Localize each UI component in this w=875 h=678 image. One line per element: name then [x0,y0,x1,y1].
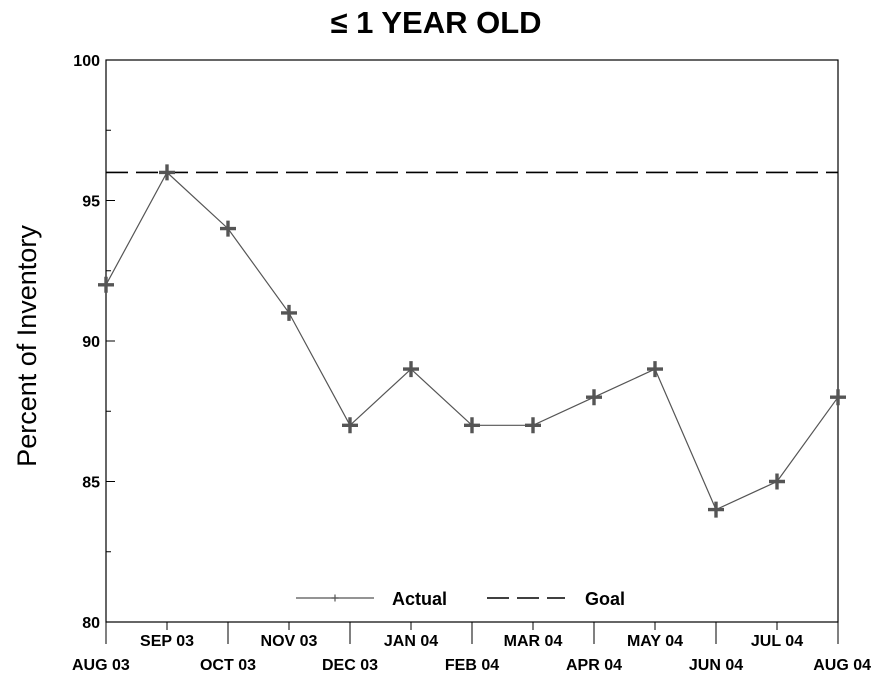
y-tick-label: 85 [82,475,100,492]
actual-data-point [647,361,663,378]
x-tick-label: JAN 04 [384,633,438,650]
actual-data-point [281,304,297,321]
actual-data-point [830,389,846,406]
actual-data-point [464,417,480,434]
y-tick-label: 90 [82,334,100,351]
x-tick-label: JUL 04 [751,633,803,650]
actual-data-point [525,417,541,434]
x-tick-label: AUG 04 [813,657,871,674]
x-tick-label: NOV 03 [261,633,318,650]
y-tick-label: 80 [82,615,100,632]
legend: Actual Goal [296,589,625,609]
legend-actual-label: Actual [392,589,447,609]
y-axis-ticks: 80 85 90 95 100 [73,53,115,632]
x-tick-label: SEP 03 [140,633,194,650]
actual-data-point [342,417,358,434]
actual-data-point [220,220,236,237]
x-tick-label: FEB 04 [445,657,499,674]
legend-item-goal: Goal [487,589,625,609]
x-tick-label: AUG 03 [72,657,130,674]
y-tick-label: 95 [82,194,100,211]
plot-area-frame [105,59,839,623]
actual-series-markers [98,164,846,518]
actual-data-point [708,501,724,518]
x-tick-label: DEC 03 [322,657,378,674]
actual-data-point [769,473,785,490]
legend-goal-label: Goal [585,589,625,609]
x-tick-label: MAR 04 [504,633,563,650]
chart-title: ≤ 1 YEAR OLD [330,5,541,40]
actual-data-point [586,389,602,406]
x-tick-label: JUN 04 [689,657,743,674]
y-axis-label: Percent of Inventory [12,225,42,467]
actual-data-point [98,276,114,293]
y-tick-label: 100 [73,53,100,70]
legend-item-actual: Actual [296,589,447,609]
x-tick-label: APR 04 [566,657,622,674]
legend-actual-marker [331,594,339,602]
actual-data-point [403,361,419,378]
actual-data-point [159,164,175,181]
x-tick-label: OCT 03 [200,657,256,674]
actual-series-line [105,171,839,511]
x-tick-label: MAY 04 [627,633,683,650]
